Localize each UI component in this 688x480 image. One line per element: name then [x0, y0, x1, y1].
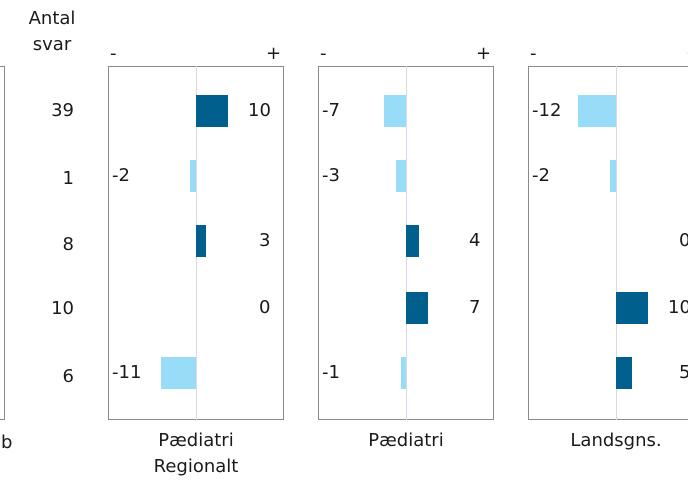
panel-label-line: Pædiatri [368, 430, 444, 451]
bar [616, 357, 632, 389]
bar [383, 95, 406, 127]
panel-label: Pædiatri Regionalt [98, 428, 294, 480]
value-label: 4 [469, 230, 481, 251]
counts-header: Antal svar [22, 6, 82, 58]
value-label: -3 [322, 165, 340, 186]
value-label: -1 [322, 362, 340, 383]
panel-label-line: Pædiatri [158, 430, 234, 451]
axis-minus-sign: - [320, 43, 327, 64]
panel-label-line: Landsgns. [570, 430, 662, 451]
bar [196, 95, 228, 127]
value-label: -7 [322, 100, 340, 121]
counts-header-line-1: Antal [28, 8, 76, 29]
value-label: 10 [668, 297, 688, 318]
count-row-3: 8 [62, 234, 74, 255]
clipped-panel-edge [0, 66, 5, 420]
count-row-5: 6 [62, 366, 74, 387]
bar [196, 225, 206, 257]
counts-header-line-2: svar [32, 34, 72, 55]
bar [160, 357, 196, 389]
value-label: 3 [259, 230, 271, 251]
clipped-label: b [1, 432, 13, 453]
bar [401, 357, 406, 389]
count-row-4: 10 [51, 298, 74, 319]
zero-axis-line [616, 66, 617, 420]
value-label: 0 [259, 297, 271, 318]
axis-plus-sign: + [266, 43, 282, 64]
value-label: 10 [248, 100, 271, 121]
axis-minus-sign: - [110, 43, 117, 64]
bar [189, 160, 196, 192]
bar [609, 160, 616, 192]
value-label: 5 [679, 362, 688, 383]
panel-label: Pædiatri [308, 428, 504, 454]
bar [406, 225, 419, 257]
bar [406, 292, 429, 324]
count-row-1: 39 [51, 100, 74, 121]
axis-minus-sign: - [530, 43, 537, 64]
axis-plus-sign: + [476, 43, 492, 64]
count-row-2: 1 [62, 168, 74, 189]
bar [396, 160, 406, 192]
panel-label: Landsgns. [518, 428, 688, 454]
axis-plus-sign: + [686, 44, 688, 64]
value-label: 7 [469, 297, 481, 318]
value-label: -11 [112, 362, 142, 383]
value-label: -2 [532, 165, 550, 186]
bar [616, 292, 648, 324]
value-label: -12 [532, 100, 562, 121]
value-label: 0 [679, 230, 688, 251]
panel-label-line: Regionalt [153, 456, 239, 477]
bar [577, 95, 616, 127]
value-label: -2 [112, 165, 130, 186]
